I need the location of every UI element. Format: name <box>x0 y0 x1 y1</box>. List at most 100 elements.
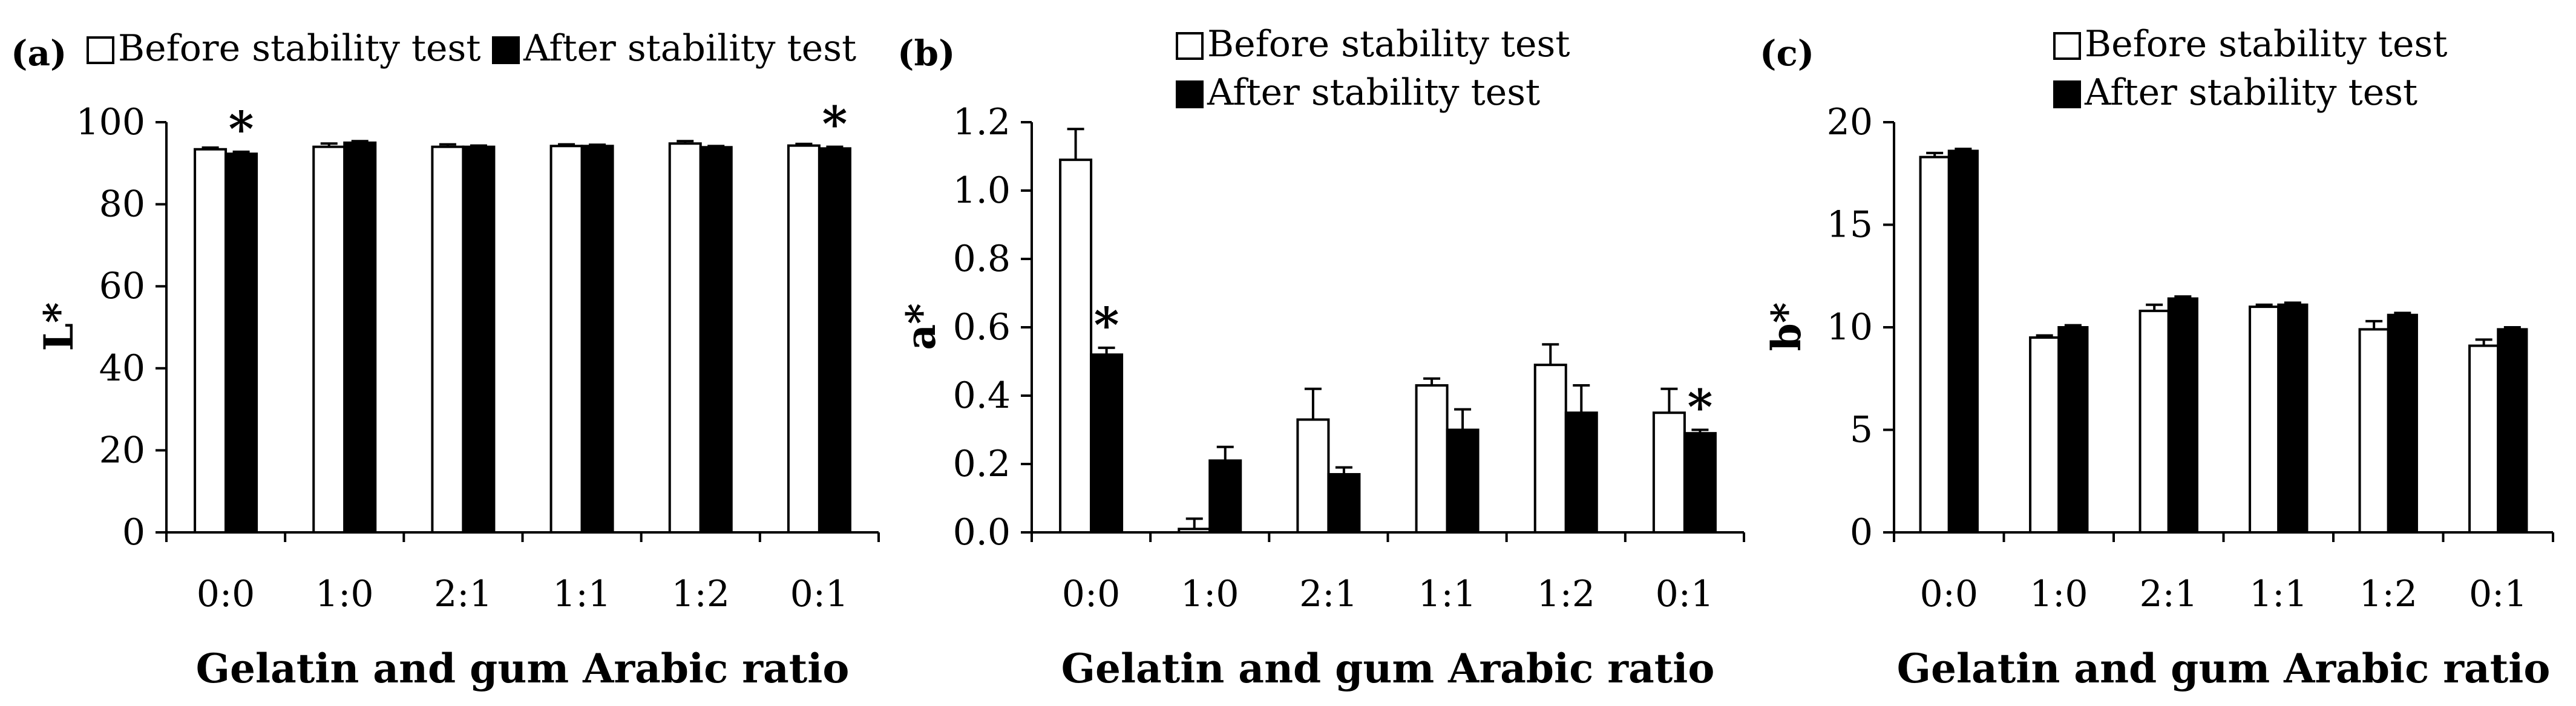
bar-before <box>2358 328 2390 534</box>
x-tick-label: 1:2 <box>2359 573 2417 615</box>
x-tick-label: 1:2 <box>1536 573 1595 615</box>
bar-after <box>1947 149 1979 534</box>
bar-before <box>2029 336 2060 534</box>
bar-before <box>1296 418 1330 534</box>
significance-marker: * <box>229 100 254 157</box>
x-tick-label: 1:1 <box>552 573 611 615</box>
x-tick-label: 1:0 <box>2030 573 2088 615</box>
legend-label: Before stability test <box>2085 23 2447 65</box>
y-tick-label: 0 <box>1850 511 1873 554</box>
legend-swatch <box>87 36 114 64</box>
bar-after <box>1327 472 1361 534</box>
bar-after <box>1090 353 1124 534</box>
bar-after <box>1446 428 1480 534</box>
x-axis-title: Gelatin and gum Arabic ratio <box>1061 645 1715 692</box>
panel-label: (b) <box>897 33 955 74</box>
legend-label: Before stability test <box>1207 23 1570 65</box>
legend-swatch <box>2053 80 2081 108</box>
bar-before <box>668 142 702 534</box>
y-axis-title: L* <box>35 302 82 351</box>
y-tick-label: 1.0 <box>953 169 1011 212</box>
bar-before <box>312 145 346 534</box>
y-tick-label: 60 <box>99 265 145 307</box>
bar-before <box>2249 306 2280 534</box>
legend-swatch <box>1176 32 1204 60</box>
x-tick-label: 2:1 <box>434 573 493 615</box>
bar-after <box>1564 411 1598 534</box>
bar-before <box>549 145 583 534</box>
bar-before <box>194 148 228 534</box>
y-tick-label: 20 <box>99 429 145 471</box>
y-tick-label: 10 <box>1827 306 1873 348</box>
x-tick-label: 2:1 <box>1299 573 1358 615</box>
panel-label: (a) <box>11 33 67 74</box>
y-tick-label: 40 <box>99 347 145 390</box>
legend-swatch <box>492 36 520 64</box>
chart-panel-c: (c) Before stability test After stability … <box>1760 23 2554 692</box>
x-tick-label: 0:0 <box>1062 573 1121 615</box>
bar-after <box>462 145 496 534</box>
bar-after <box>818 147 851 534</box>
bar-after <box>224 152 258 534</box>
y-tick-label: 5 <box>1850 409 1873 451</box>
bar-after <box>1683 432 1717 534</box>
x-axis-title: Gelatin and gum Arabic ratio <box>1897 645 2551 692</box>
x-tick-label: 0:1 <box>790 573 849 615</box>
bar-after <box>580 145 614 534</box>
bar-before <box>1919 155 1950 534</box>
significance-marker: * <box>822 96 847 152</box>
legend-label: After stability test <box>2084 71 2417 114</box>
y-tick-label: 80 <box>99 183 145 226</box>
y-tick-label: 100 <box>76 101 145 143</box>
y-tick-label: 0 <box>122 511 145 554</box>
x-tick-label: 0:1 <box>2469 573 2528 615</box>
y-tick-label: 0.0 <box>953 511 1011 554</box>
y-tick-label: 0.8 <box>953 238 1011 280</box>
bar-before <box>1415 384 1449 534</box>
y-tick-label: 0.6 <box>953 306 1011 348</box>
x-tick-label: 2:1 <box>2139 573 2198 615</box>
legend-label: Before stability test <box>118 27 480 70</box>
x-tick-label: 1:1 <box>1418 573 1476 615</box>
y-axis-title: b* <box>1763 302 1810 351</box>
legend-label: After stability test <box>1207 71 1540 114</box>
chart-panel-b: (b) Before stability test After stability … <box>897 23 1745 692</box>
y-tick-label: 15 <box>1827 204 1873 246</box>
y-tick-label: 1.2 <box>953 101 1011 143</box>
legend-swatch <box>1176 80 1204 108</box>
bar-before <box>2138 309 2170 534</box>
bar-before <box>1652 411 1686 534</box>
significance-marker: * <box>1687 379 1712 436</box>
x-tick-label: 0:0 <box>197 573 255 615</box>
bar-after <box>2277 303 2309 534</box>
bar-before <box>1059 159 1093 534</box>
bar-after <box>2387 313 2418 534</box>
x-tick-label: 1:0 <box>1181 573 1239 615</box>
x-tick-label: 0:0 <box>1919 573 1978 615</box>
legend-label: After stability test <box>523 27 856 70</box>
x-tick-label: 1:0 <box>315 573 374 615</box>
chart-panel-a: (a) Before stability test After stability … <box>11 27 880 692</box>
bar-after <box>2057 326 2089 534</box>
x-tick-label: 0:1 <box>1656 573 1714 615</box>
y-axis-title: a* <box>897 303 945 350</box>
significance-marker: * <box>1094 296 1119 353</box>
bar-after <box>699 146 733 534</box>
x-axis-title: Gelatin and gum Arabic ratio <box>196 645 850 692</box>
bar-before <box>431 145 465 534</box>
legend-swatch <box>2053 32 2081 60</box>
bar-after <box>2497 328 2528 534</box>
bar-before <box>1533 364 1567 534</box>
x-tick-label: 1:2 <box>671 573 730 615</box>
bar-before <box>1178 528 1211 534</box>
bar-after <box>343 141 377 534</box>
bar-before <box>2468 344 2500 534</box>
y-tick-label: 0.4 <box>953 374 1011 417</box>
bar-after <box>2167 297 2198 534</box>
bar-after <box>1208 459 1242 534</box>
y-tick-label: 0.2 <box>953 443 1011 485</box>
bar-before <box>787 144 821 534</box>
panel-label: (c) <box>1760 33 1814 74</box>
y-tick-label: 20 <box>1827 101 1873 143</box>
